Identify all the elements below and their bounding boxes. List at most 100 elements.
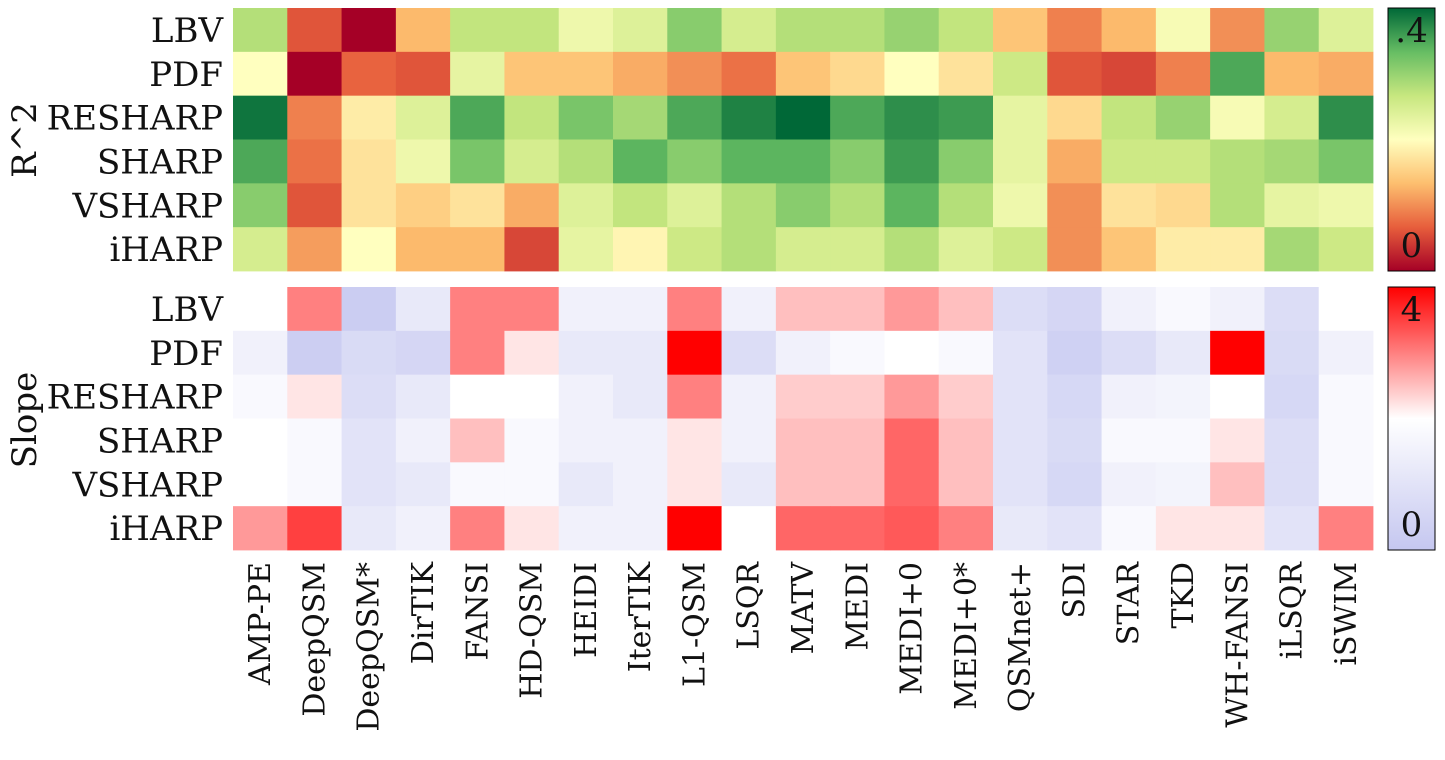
heatmap-cell-RESHARP-iLSQR [1264,95,1320,140]
heatmap-cell-SHARP-LSQR [721,139,777,184]
column-label-heidi: HEIDI [569,562,604,658]
heatmap-cell-LBV-STAR [1101,8,1157,53]
heatmap-cell-LBV-TKD [1155,287,1211,332]
row-label-sharp: SHARP [97,142,223,182]
heatmap-cell-PDF-IterTIK [613,330,668,376]
heatmap-cell-iHARP-MEDI+0* [938,227,994,272]
row-label-iharp: iHARP [109,509,223,549]
heatmap-cell-SHARP-MEDI+0* [938,139,994,184]
heatmap-cell-RESHARP-WH-FANSI [1210,374,1265,419]
column-label-dirtik: DirTIK [406,561,441,664]
heatmap-cell-PDF-HD-QSM [504,51,560,97]
heatmap-cell-PDF-SDI [1047,330,1102,376]
heatmap-cell-RESHARP-WH-FANSI [1210,95,1265,140]
colorbar-tick-min-0: 0 [1401,226,1423,266]
heatmap-cell-VSHARP-MEDI [830,183,885,228]
heatmap-cell-VSHARP-FANSI [450,183,505,228]
heatmap-cell-VSHARP-FANSI [450,462,505,507]
column-label-deepqsm-: DeepQSM* [352,562,387,732]
heatmap-cell-LBV-IterTIK [613,287,668,332]
heatmap-cell-iHARP-AMP-PE [233,227,288,272]
heatmap-cell-LBV-QSMnet+ [993,8,1048,53]
heatmap-cell-RESHARP-MEDI+0 [884,374,940,419]
heatmap-cell-SHARP-L1-QSM [667,139,722,184]
column-label-fansi: FANSI [460,562,495,661]
heatmap-cell-PDF-MEDI+0 [884,330,940,376]
heatmap-cell-LBV-WH-FANSI [1210,8,1265,53]
heatmap-cell-LBV-iLSQR [1264,287,1320,332]
heatmap-cell-SHARP-STAR [1101,418,1157,463]
heatmap-cell-SHARP-iSWIM [1318,418,1374,463]
heatmap-cell-PDF-STAR [1101,51,1157,97]
heatmap-cell-SHARP-STAR [1101,139,1157,184]
heatmap-cell-RESHARP-iSWIM [1318,95,1374,140]
heatmap-cell-SHARP-iLSQR [1264,418,1320,463]
heatmap-cell-RESHARP-DirTIK [395,374,451,419]
heatmap-cell-LBV-L1-QSM [667,8,722,53]
heatmap-cell-iHARP-WH-FANSI [1210,227,1265,272]
row-label-vsharp: VSHARP [71,465,223,505]
heatmap-cell-VSHARP-DirTIK [395,462,451,507]
heatmap-cell-RESHARP-L1-QSM [667,374,722,419]
heatmap-cell-LBV-HD-QSM [504,8,560,53]
heatmap-cell-PDF-WH-FANSI [1210,51,1265,97]
heatmap-cell-RESHARP-HEIDI [558,374,614,419]
heatmap-cell-VSHARP-HEIDI [558,462,614,507]
heatmap-cell-PDF-DeepQSM [287,330,342,376]
heatmap-cell-iHARP-MEDI [830,227,885,272]
heatmap-cell-LBV-MEDI+0 [884,8,940,53]
heatmap-cell-VSHARP-QSMnet+ [993,183,1048,228]
column-label-iswim: iSWIM [1329,562,1364,666]
heatmap-cell-RESHARP-LSQR [721,95,777,140]
heatmap-cell-RESHARP-MEDI [830,374,885,419]
heatmap-cell-SHARP-iLSQR [1264,139,1320,184]
heatmap-cell-SHARP-HD-QSM [504,139,560,184]
heatmap-cell-iHARP-IterTIK [613,227,668,272]
heatmap-cell-VSHARP-MATV [775,462,831,507]
heatmap-cell-VSHARP-SDI [1047,183,1102,228]
heatmap-cell-iHARP-DeepQSM [287,227,342,272]
column-label-amp-pe: AMP-PE [243,562,278,686]
heatmap-cell-VSHARP-AMP-PE [233,462,288,507]
heatmap-cell-PDF-QSMnet+ [993,51,1048,97]
heatmap-cell-iHARP-L1-QSM [667,227,722,272]
heatmap-cell-LBV-DirTIK [395,287,451,332]
heatmap-cell-SHARP-MEDI+0* [938,418,994,463]
heatmap-cell-VSHARP-LSQR [721,462,777,507]
method-axis-labels: AMP-PE DeepQSM DeepQSM* DirTIK FANSI HD-QSM HE… [243,561,1364,732]
heatmap-cell-LBV-iSWIM [1318,8,1374,53]
heatmap-cell-LBV-DeepQSM* [341,8,397,53]
heatmap-cell-VSHARP-DeepQSM* [341,462,397,507]
heatmap-cell-SHARP-TKD [1155,418,1211,463]
row-label-lbv: LBV [151,11,225,51]
heatmap-cell-SHARP-DeepQSM* [341,139,397,184]
heatmap-cell-PDF-DirTIK [395,51,451,97]
heatmap-cell-VSHARP-DirTIK [395,183,451,228]
heatmap-cell-SHARP-AMP-PE [233,139,288,184]
colorbar-tick-max-0: .4 [1395,11,1427,51]
heatmap-cell-iHARP-FANSI [450,506,505,551]
heatmap-cell-VSHARP-iLSQR [1264,183,1320,228]
heatmap-cell-SHARP-HD-QSM [504,418,560,463]
heatmap-cell-RESHARP-DeepQSM* [341,95,397,140]
heatmap-cell-RESHARP-DeepQSM [287,374,342,419]
heatmap-cell-SHARP-WH-FANSI [1210,139,1265,184]
heatmap-cell-VSHARP-MEDI+0* [938,462,994,507]
heatmap-cell-VSHARP-MEDI+0 [884,462,940,507]
heatmap-cell-PDF-QSMnet+ [993,330,1048,376]
heatmap-cell-PDF-MEDI+0* [938,330,994,376]
heatmap-cell-LBV-DirTIK [395,8,451,53]
column-label-sdi: SDI [1057,562,1092,618]
row-label-resharp: RESHARP [47,99,223,139]
heatmap-cell-LBV-WH-FANSI [1210,287,1265,332]
column-label-ilsqr: iLSQR [1275,561,1310,660]
column-label-hd-qsm: HD-QSM [515,562,550,699]
heatmap-cell-PDF-L1-QSM [667,330,722,376]
heatmap-cell-LBV-MEDI [830,287,885,332]
heatmap-cell-iHARP-WH-FANSI [1210,506,1265,551]
heatmap-cell-iHARP-HEIDI [558,506,614,551]
heatmap-cell-SHARP-IterTIK [613,139,668,184]
heatmap-cell-PDF-HEIDI [558,51,614,97]
